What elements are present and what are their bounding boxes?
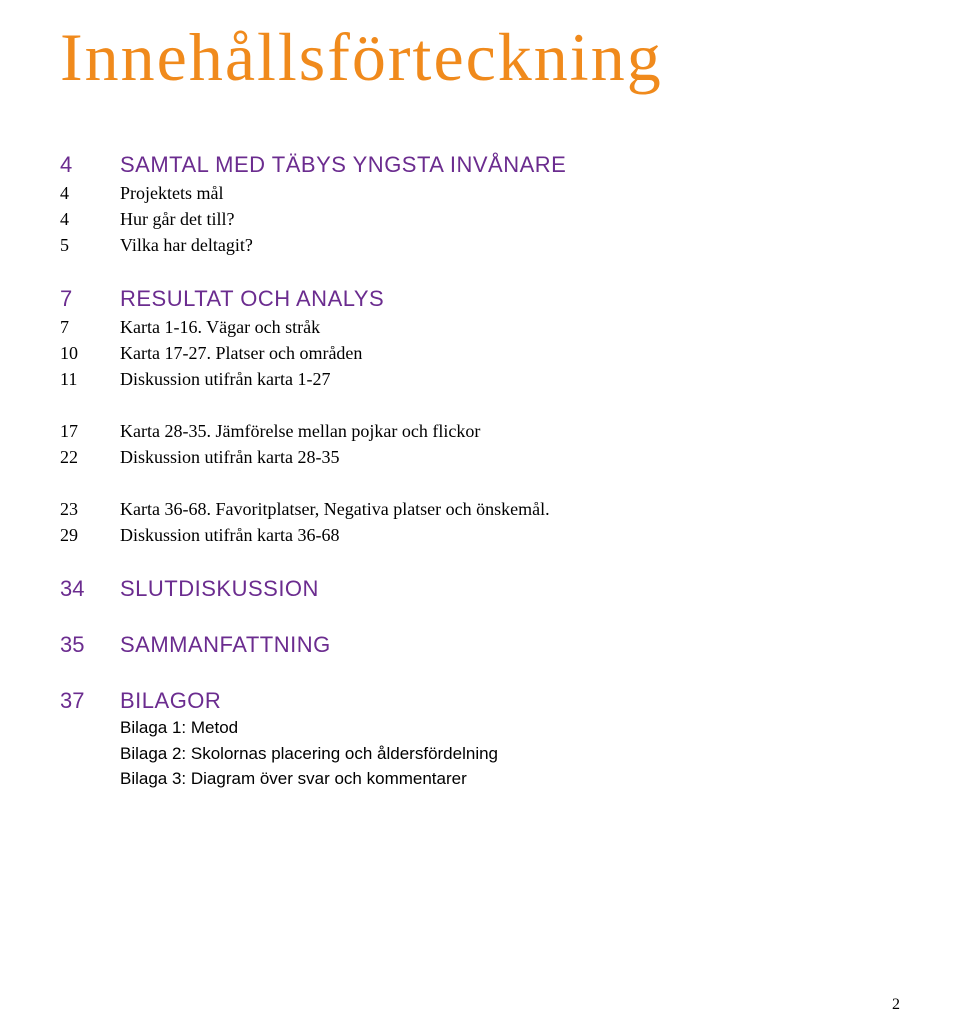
table-of-contents: 4 SAMTAL MED TÄBYS YNGSTA INVÅNARE 4 Pro… [60, 150, 900, 792]
toc-heading-text: BILAGOR [120, 686, 221, 716]
toc-subitem-text: Bilaga 1: Metod [120, 715, 238, 741]
toc-heading-text: SLUTDISKUSSION [120, 574, 319, 604]
toc-item: 22 Diskussion utifrån karta 28-35 [60, 444, 900, 470]
toc-page-num: 11 [60, 366, 120, 392]
toc-item: 10 Karta 17-27. Platser och områden [60, 340, 900, 366]
toc-page-num: 10 [60, 340, 120, 366]
toc-section-heading: 37 BILAGOR [60, 686, 900, 716]
document-page: Innehållsförteckning 4 SAMTAL MED TÄBYS … [0, 0, 960, 1036]
toc-page-num: 17 [60, 418, 120, 444]
toc-page-num: 23 [60, 496, 120, 522]
toc-section-heading: 35 SAMMANFATTNING [60, 630, 900, 660]
toc-page-num: 4 [60, 150, 120, 180]
toc-subitem-text: Bilaga 3: Diagram över svar och kommenta… [120, 766, 467, 792]
toc-item-text: Diskussion utifrån karta 36-68 [120, 522, 339, 548]
toc-heading-text: SAMTAL MED TÄBYS YNGSTA INVÅNARE [120, 150, 566, 180]
toc-subitem: Bilaga 2: Skolornas placering och ålders… [60, 741, 900, 767]
toc-page-num: 34 [60, 574, 120, 604]
toc-page-num: 37 [60, 686, 120, 716]
toc-section-heading: 4 SAMTAL MED TÄBYS YNGSTA INVÅNARE [60, 150, 900, 180]
toc-item-text: Diskussion utifrån karta 28-35 [120, 444, 339, 470]
toc-item: 7 Karta 1-16. Vägar och stråk [60, 314, 900, 340]
toc-page-num: 5 [60, 232, 120, 258]
page-number: 2 [892, 996, 900, 1014]
toc-page-num: 7 [60, 314, 120, 340]
toc-item-text: Karta 36-68. Favoritplatser, Negativa pl… [120, 496, 550, 522]
handwritten-title-text: Innehållsförteckning [60, 19, 663, 95]
toc-subitem: Bilaga 1: Metod [60, 715, 900, 741]
toc-page-num: 35 [60, 630, 120, 660]
toc-item-text: Diskussion utifrån karta 1-27 [120, 366, 330, 392]
toc-item: 4 Hur går det till? [60, 206, 900, 232]
toc-item-text: Vilka har deltagit? [120, 232, 253, 258]
toc-page-num: 4 [60, 180, 120, 206]
toc-item: 11 Diskussion utifrån karta 1-27 [60, 366, 900, 392]
toc-page-num: 29 [60, 522, 120, 548]
handwritten-title-svg: Innehållsförteckning [60, 0, 900, 110]
toc-item-text: Karta 28-35. Jämförelse mellan pojkar oc… [120, 418, 480, 444]
toc-section-heading: 34 SLUTDISKUSSION [60, 574, 900, 604]
toc-item-text: Karta 1-16. Vägar och stråk [120, 314, 320, 340]
toc-subitem: Bilaga 3: Diagram över svar och kommenta… [60, 766, 900, 792]
toc-item-text: Projektets mål [120, 180, 223, 206]
page-title: Innehållsförteckning [60, 0, 900, 110]
toc-item: 23 Karta 36-68. Favoritplatser, Negativa… [60, 496, 900, 522]
toc-item: 5 Vilka har deltagit? [60, 232, 900, 258]
toc-item: 29 Diskussion utifrån karta 36-68 [60, 522, 900, 548]
toc-item-text: Hur går det till? [120, 206, 234, 232]
toc-item: 4 Projektets mål [60, 180, 900, 206]
toc-item-text: Karta 17-27. Platser och områden [120, 340, 362, 366]
toc-item: 17 Karta 28-35. Jämförelse mellan pojkar… [60, 418, 900, 444]
toc-heading-text: RESULTAT OCH ANALYS [120, 284, 384, 314]
toc-page-num: 4 [60, 206, 120, 232]
toc-heading-text: SAMMANFATTNING [120, 630, 331, 660]
toc-page-num: 7 [60, 284, 120, 314]
toc-subitem-text: Bilaga 2: Skolornas placering och ålders… [120, 741, 498, 767]
toc-section-heading: 7 RESULTAT OCH ANALYS [60, 284, 900, 314]
toc-page-num: 22 [60, 444, 120, 470]
